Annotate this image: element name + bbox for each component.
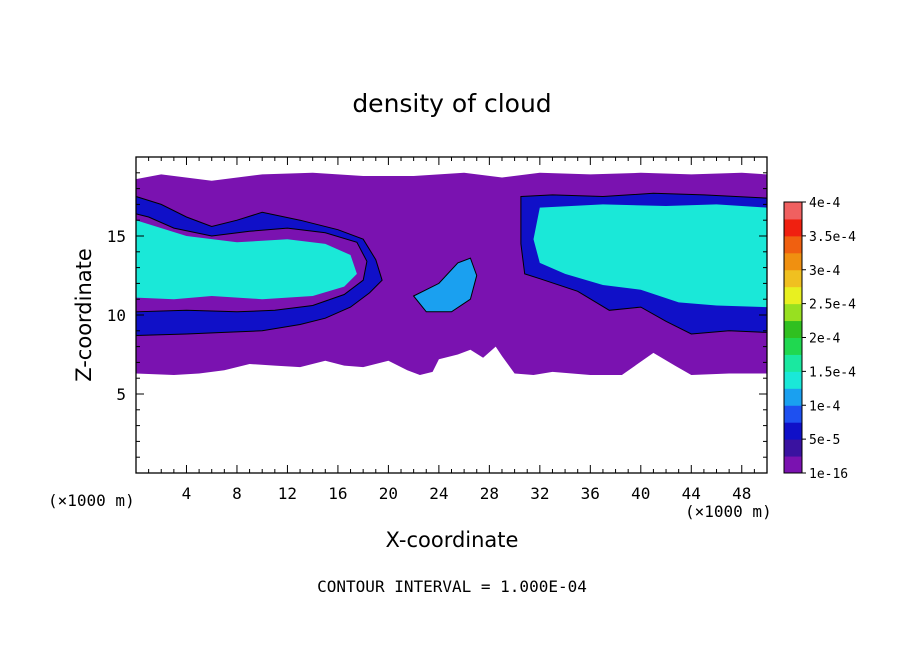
colorbar-swatch [784, 202, 802, 220]
colorbar-swatch [784, 354, 802, 372]
colorbar-swatch [784, 405, 802, 423]
colorbar-swatch [784, 286, 802, 305]
colorbar-label: 2.5e-4 [809, 298, 856, 313]
colorbar-label: 1e-16 [809, 467, 848, 482]
x-unit-left: (×1000 m) [48, 491, 135, 510]
colorbar-swatch [784, 422, 802, 440]
x-unit-right: (×1000 m) [685, 502, 772, 521]
cloud-region-left-shell [136, 196, 383, 336]
colorbar [783, 201, 803, 474]
x-tick-label: 40 [631, 484, 650, 503]
contour-lines [135, 192, 768, 337]
contour-inner-c [412, 257, 478, 313]
y-tick-label: 15 [107, 227, 126, 246]
colorbar-swatch [784, 303, 802, 322]
x-tick-label: 8 [232, 484, 242, 503]
cloud-region-left-core [136, 220, 357, 300]
x-tick-label: 4 [182, 484, 192, 503]
x-tick-label: 48 [732, 484, 751, 503]
colorbar-swatch [784, 371, 802, 389]
colorbar-label: 3.5e-4 [809, 230, 856, 245]
colorbar-label: 3e-4 [809, 264, 840, 279]
colorbar-swatch [784, 337, 802, 355]
x-tick-label: 32 [530, 484, 549, 503]
colorbar-label: 5e-5 [809, 433, 840, 448]
colorbar-label: 2e-4 [809, 332, 840, 347]
colorbar-labels: 1e-16 5e-5 1e-4 1.5e-4 2e-4 2.5e-4 3e-4 3.5e-4 4… [802, 196, 856, 482]
x-tick-label: 28 [480, 484, 499, 503]
colorbar-swatch [784, 456, 802, 474]
x-axis-label: X-coordinate [386, 528, 519, 552]
x-tick-label: 20 [379, 484, 398, 503]
x-tick-label: 36 [581, 484, 600, 503]
colorbar-swatch [784, 252, 802, 271]
y-axis-label: Z-coordinate [72, 248, 96, 382]
colorbar-label: 1.5e-4 [809, 365, 856, 380]
cloud-region-right-core [533, 204, 767, 308]
colorbar-label: 1e-4 [809, 399, 840, 414]
contour-inner-a [135, 195, 383, 337]
contour-inner-b [520, 192, 768, 335]
colorbar-swatch [784, 439, 802, 457]
colorbar-swatch [784, 235, 802, 254]
colorbar-swatch [784, 269, 802, 288]
cloud-region-center-filament [413, 258, 477, 312]
colorbar-label: 4e-4 [809, 196, 840, 211]
x-tick-label: 24 [429, 484, 448, 503]
x-axis-ticks: 4 8 12 16 20 24 28 32 36 40 44 48 [148, 157, 755, 503]
contour-interval-footer: CONTOUR INTERVAL = 1.000E-04 [317, 577, 587, 596]
colorbar-swatch [784, 320, 802, 338]
density-field [136, 172, 767, 375]
colorbar-swatch [784, 388, 802, 406]
y-tick-label: 5 [116, 385, 126, 404]
y-tick-label: 10 [107, 306, 126, 325]
x-tick-label: 12 [278, 484, 297, 503]
colorbar-swatch [784, 218, 802, 237]
y-axis-ticks: 5 10 15 [107, 172, 767, 458]
x-tick-label: 16 [328, 484, 347, 503]
chart-title: density of cloud [352, 89, 551, 118]
x-tick-label: 44 [682, 484, 701, 503]
